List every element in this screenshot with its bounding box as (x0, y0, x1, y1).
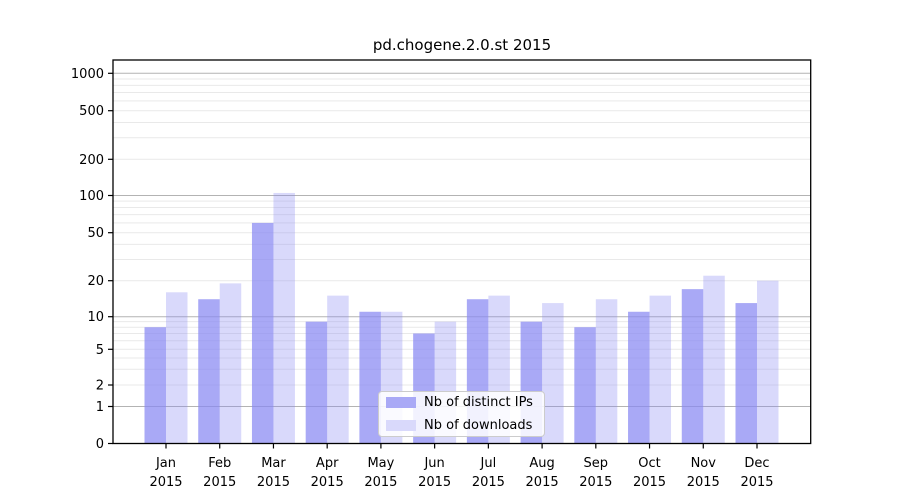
x-tick-label-month: Feb (208, 456, 231, 471)
bar-distinct-ips-may (359, 311, 381, 444)
y-tick-label: 10 (87, 310, 104, 325)
y-tick-label: 1000 (71, 67, 104, 82)
x-tick-label-month: Oct (638, 456, 660, 471)
x-tick-label-year: 2015 (579, 475, 612, 490)
x-tick-label-month: Mar (261, 456, 286, 471)
bar-distinct-ips-mar (251, 222, 274, 444)
y-tick-label: 50 (87, 226, 104, 241)
bar-distinct-ips-apr (305, 321, 328, 444)
x-tick-label-year: 2015 (257, 475, 290, 490)
chart-title: pd.chogene.2.0.st 2015 (372, 36, 552, 54)
bar-distinct-ips-feb (198, 299, 220, 444)
bar-downloads-apr (327, 295, 349, 444)
x-tick-label-year: 2015 (687, 475, 720, 490)
x-tick-label-month: Aug (529, 456, 554, 471)
x-tick-label-year: 2015 (149, 475, 182, 490)
bar-downloads-jan (166, 292, 188, 444)
x-tick-label-month: Apr (316, 456, 339, 471)
x-tick-label-year: 2015 (740, 475, 773, 490)
bar-distinct-ips-dec (735, 303, 757, 444)
bar-downloads-dec (757, 280, 779, 444)
bar-distinct-ips-oct (628, 311, 650, 444)
y-tick-label: 0 (96, 437, 104, 452)
bar-distinct-ips-jan (144, 327, 166, 444)
legend-label-distinct-ips: Nb of distinct IPs (424, 395, 533, 410)
x-tick-label-month: Nov (691, 456, 717, 471)
x-tick-label-month: Sep (584, 456, 609, 471)
bar-downloads-aug (542, 303, 564, 444)
plot-frame (112, 59, 812, 445)
x-tick-label-year: 2015 (364, 475, 397, 490)
bar-downloads-oct (649, 295, 672, 444)
x-tick-label-year: 2015 (633, 475, 666, 490)
x-tick-label-year: 2015 (472, 475, 505, 490)
bar-downloads-sep (595, 299, 618, 444)
legend-label-downloads: Nb of downloads (424, 418, 533, 433)
x-tick-label-year: 2015 (203, 475, 236, 490)
legend: Nb of distinct IPs Nb of downloads (378, 391, 545, 437)
x-tick-label-month: Jan (155, 456, 176, 471)
x-tick-label-month: Dec (744, 456, 769, 471)
bar-downloads-nov (703, 275, 725, 444)
y-tick-label: 1 (96, 400, 104, 415)
legend-swatch-downloads (386, 420, 416, 431)
y-tick-label: 5 (96, 343, 104, 358)
legend-row-distinct-ips: Nb of distinct IPs (386, 395, 536, 410)
y-tick-label: 500 (79, 104, 104, 119)
x-tick-label-year: 2015 (526, 475, 559, 490)
x-tick-label-month: Jul (480, 456, 497, 471)
y-tick-label: 200 (79, 153, 104, 168)
x-tick-label-year: 2015 (311, 475, 344, 490)
y-tick-label: 100 (79, 189, 104, 204)
bar-downloads-mar (273, 192, 295, 444)
y-tick-label: 20 (87, 274, 104, 289)
bar-distinct-ips-sep (574, 327, 596, 444)
bar-distinct-ips-nov (681, 289, 704, 444)
legend-swatch-distinct-ips (386, 397, 416, 408)
x-tick-label-month: May (367, 456, 394, 471)
y-tick-label: 2 (96, 379, 104, 394)
x-tick-label-month: Jun (423, 456, 444, 471)
x-tick-label-year: 2015 (418, 475, 451, 490)
bar-downloads-feb (219, 283, 242, 444)
legend-row-downloads: Nb of downloads (386, 418, 536, 433)
